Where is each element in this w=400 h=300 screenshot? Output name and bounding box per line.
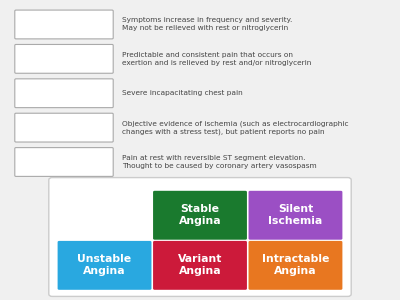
FancyBboxPatch shape <box>15 113 113 142</box>
Text: Symptoms increase in frequency and severity.
May not be relieved with rest or ni: Symptoms increase in frequency and sever… <box>122 17 292 32</box>
FancyBboxPatch shape <box>15 79 113 108</box>
Text: Variant
Angina: Variant Angina <box>178 254 222 276</box>
FancyBboxPatch shape <box>15 44 113 73</box>
Text: Severe incapacitating chest pain: Severe incapacitating chest pain <box>122 90 243 96</box>
FancyBboxPatch shape <box>153 241 247 290</box>
FancyBboxPatch shape <box>153 191 247 240</box>
FancyBboxPatch shape <box>248 241 342 290</box>
Text: Intractable
Angina: Intractable Angina <box>262 254 329 276</box>
Text: Objective evidence of ischemia (such as electrocardiographic
changes with a stre: Objective evidence of ischemia (such as … <box>122 120 348 135</box>
FancyBboxPatch shape <box>15 10 113 39</box>
Text: Stable
Angina: Stable Angina <box>179 204 221 226</box>
FancyBboxPatch shape <box>248 191 342 240</box>
Text: Unstable
Angina: Unstable Angina <box>78 254 132 276</box>
FancyBboxPatch shape <box>15 148 113 176</box>
Text: Predictable and consistent pain that occurs on
exertion and is relieved by rest : Predictable and consistent pain that occ… <box>122 52 311 66</box>
FancyBboxPatch shape <box>58 241 152 290</box>
Text: Pain at rest with reversible ST segment elevation.
Thought to be caused by coron: Pain at rest with reversible ST segment … <box>122 155 317 169</box>
Text: Silent
Ischemia: Silent Ischemia <box>268 204 322 226</box>
FancyBboxPatch shape <box>49 178 351 296</box>
